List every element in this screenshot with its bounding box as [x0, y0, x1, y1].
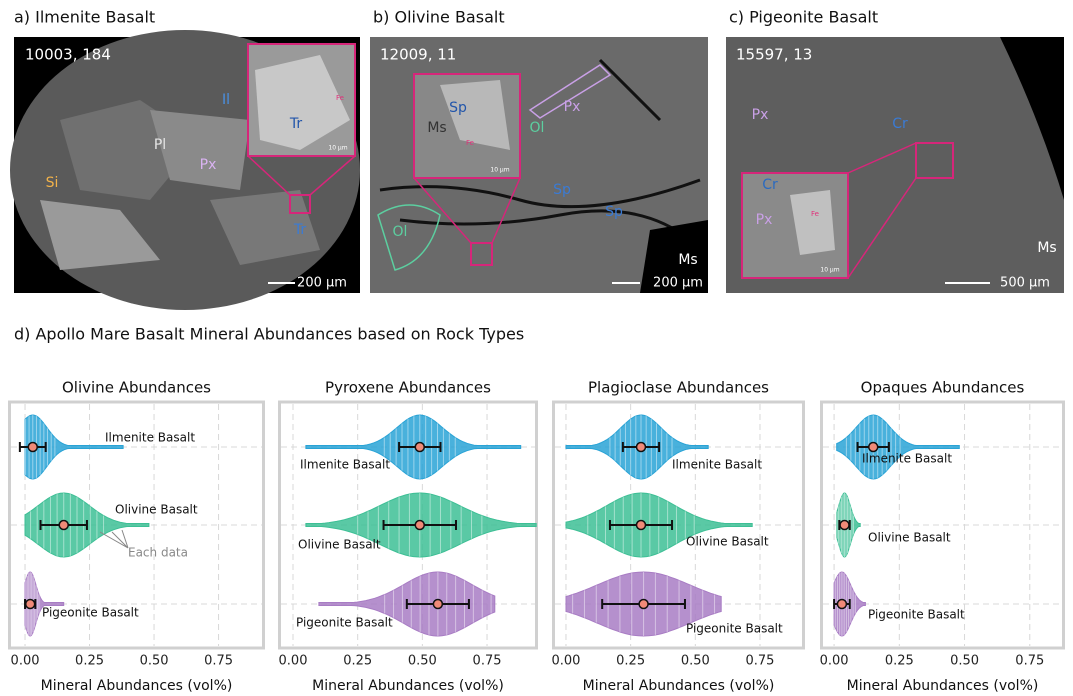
mineral-label: Ol: [530, 120, 545, 136]
figure: d) Apollo Mare Basalt Mineral Abundances…: [0, 0, 1073, 696]
mineral-label: Px: [756, 212, 773, 228]
mineral-label: Ms: [427, 120, 446, 136]
mineral-label: Fe: [336, 94, 344, 102]
series-label: Ilmenite Basalt: [672, 458, 762, 472]
x-tick-label: 0.75: [746, 654, 775, 669]
x-tick-label: 0.25: [75, 654, 104, 669]
x-tick-label: 0.00: [551, 654, 580, 669]
series-label: Ilmenite Basalt: [300, 458, 390, 472]
mineral-label: Px: [200, 157, 217, 173]
mean-marker: [840, 521, 849, 530]
series-label: Pigeonite Basalt: [686, 622, 783, 636]
chart-title: Plagioclase Abundances: [588, 379, 769, 397]
mineral-label: Sp: [553, 182, 571, 198]
section-title: d) Apollo Mare Basalt Mineral Abundances…: [14, 325, 524, 344]
mean-marker: [59, 521, 68, 530]
chart-title: Pyroxene Abundances: [325, 379, 491, 397]
sample-id: 15597, 13: [736, 46, 812, 64]
mean-marker: [639, 600, 648, 609]
mean-marker: [433, 600, 442, 609]
mean-marker: [636, 443, 645, 452]
mineral-label: Sp: [449, 100, 467, 116]
x-tick-label: 0.50: [408, 654, 437, 669]
series-label: Pigeonite Basalt: [42, 606, 139, 620]
series-label: Olivine Basalt: [115, 503, 198, 517]
series-label: Pigeonite Basalt: [296, 616, 393, 630]
mineral-label: Tr: [293, 222, 306, 238]
mineral-label: Ol: [393, 224, 408, 240]
x-tick-label: 0.25: [616, 654, 645, 669]
x-tick-label: 0.25: [343, 654, 372, 669]
series-label: Pigeonite Basalt: [868, 608, 965, 622]
mineral-label: Ms: [678, 252, 697, 268]
mineral-label: Sp: [605, 204, 623, 220]
x-axis-label: Mineral Abundances (vol%): [41, 678, 233, 694]
series-label: Olivine Basalt: [868, 531, 951, 545]
x-tick-label: 0.00: [820, 654, 849, 669]
chart-title: Olivine Abundances: [62, 379, 211, 397]
mineral-label: Ms: [1037, 240, 1056, 256]
mean-marker: [28, 443, 37, 452]
mean-marker: [26, 600, 35, 609]
mean-marker: [415, 443, 424, 452]
chart-title: Opaques Abundances: [861, 379, 1025, 397]
series-label: Ilmenite Basalt: [862, 452, 952, 466]
x-tick-label: 0.75: [204, 654, 233, 669]
x-tick-label: 0.75: [473, 654, 502, 669]
mineral-label: Px: [564, 99, 581, 115]
x-tick-label: 0.00: [11, 654, 40, 669]
inset-scale: 10 μm: [490, 167, 509, 174]
scale-label: 200 μm: [297, 276, 347, 291]
inset-scale: 10 μm: [820, 267, 839, 274]
x-tick-label: 0.50: [950, 654, 979, 669]
panel-title: a) Ilmenite Basalt: [14, 8, 155, 27]
panel-title: c) Pigeonite Basalt: [729, 8, 878, 27]
series-label: Ilmenite Basalt: [105, 431, 195, 445]
annotation: Each data: [128, 546, 188, 560]
mean-marker: [415, 521, 424, 530]
mineral-label: Cr: [892, 116, 908, 132]
mineral-label: Pl: [154, 137, 166, 153]
x-axis-label: Mineral Abundances (vol%): [847, 678, 1039, 694]
mineral-label: Il: [222, 92, 230, 108]
series-label: Olivine Basalt: [298, 538, 381, 552]
mineral-label: Tr: [289, 116, 302, 132]
mean-marker: [636, 521, 645, 530]
sample-id: 12009, 11: [380, 46, 456, 64]
series-label: Olivine Basalt: [686, 535, 769, 549]
mean-marker: [869, 443, 878, 452]
x-axis-label: Mineral Abundances (vol%): [583, 678, 775, 694]
x-tick-label: 0.75: [1015, 654, 1044, 669]
mean-marker: [837, 600, 846, 609]
mineral-label: Cr: [762, 177, 778, 193]
scale-label: 500 μm: [1000, 276, 1050, 291]
sample-id: 10003, 184: [25, 46, 111, 64]
x-tick-label: 0.50: [140, 654, 169, 669]
mineral-label: Fe: [811, 210, 819, 218]
x-tick-label: 0.00: [279, 654, 308, 669]
panel-title: b) Olivine Basalt: [373, 8, 505, 27]
x-tick-label: 0.25: [885, 654, 914, 669]
inset-scale: 10 μm: [328, 145, 347, 152]
x-tick-label: 0.50: [681, 654, 710, 669]
mineral-label: Si: [46, 175, 59, 191]
x-axis-label: Mineral Abundances (vol%): [312, 678, 504, 694]
mineral-label: Px: [752, 107, 769, 123]
scale-label: 200 μm: [653, 276, 703, 291]
mineral-label: Fe: [466, 139, 474, 147]
